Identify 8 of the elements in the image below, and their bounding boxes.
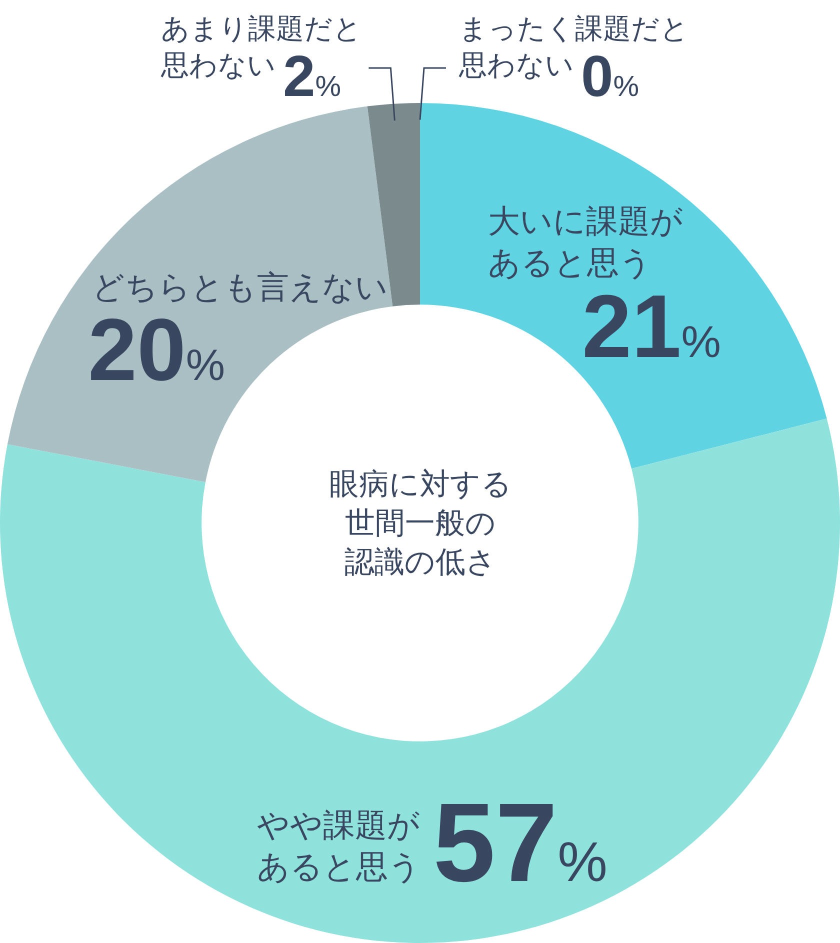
data-label: 57%	[433, 780, 608, 905]
text: 0%	[581, 44, 640, 109]
donut-slice	[420, 103, 827, 469]
slice-label: やや課題があると思う	[257, 807, 421, 885]
donut-slice	[0, 418, 840, 943]
slice-label: どちらとも言えない	[92, 269, 388, 305]
data-label: 2%	[283, 44, 342, 109]
text: 眼病に対する世間一般の認識の低さ	[329, 468, 512, 579]
